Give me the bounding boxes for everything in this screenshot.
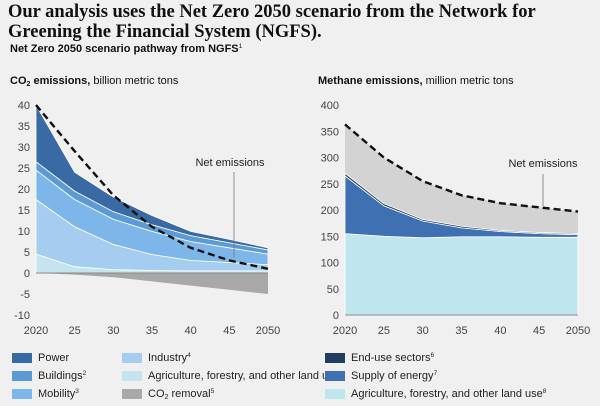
x-tick-label: 30 [417, 325, 429, 337]
y-tick-label: 5 [24, 247, 30, 259]
x-tick-label: 25 [378, 325, 390, 337]
legend-label: Agriculture, forestry, and other land us… [148, 370, 340, 382]
methane-title-unit: million metric tons [422, 75, 514, 87]
y-tick-label: -10 [14, 310, 30, 322]
y-tick-label: 15 [18, 205, 30, 217]
y-tick-label: 150 [321, 231, 339, 243]
y-tick-label: 20 [18, 184, 30, 196]
legend-item-industry: Industry4 [122, 352, 191, 364]
y-tick-label: 250 [321, 179, 339, 191]
area-power [35, 103, 269, 251]
y-tick-label: 400 [321, 100, 339, 112]
legend-label: Supply of energy7 [351, 370, 438, 382]
co2-title-sub: 2 [26, 81, 31, 88]
co2-title-bold-end: emissions, [30, 75, 91, 87]
x-tick-label: 35 [455, 325, 467, 337]
net-emissions-gap-area [345, 124, 578, 234]
y-tick-label: 10 [18, 226, 30, 238]
net-emissions-label: Net emissions [508, 158, 578, 170]
legend-label: Power [38, 352, 70, 364]
y-tick-label: 100 [321, 258, 339, 270]
legend-swatch [12, 371, 32, 381]
y-tick-label: 0 [333, 310, 339, 322]
x-tick-label: 2050 [566, 325, 590, 337]
legend-label: Industry4 [148, 352, 191, 364]
co2-title-bold: CO [10, 75, 27, 87]
subtitle-footnote: 1 [238, 43, 243, 50]
legend-swatch [12, 389, 32, 399]
legend-swatch [325, 371, 345, 381]
y-tick-label: 30 [18, 142, 30, 154]
y-tick-label: -5 [20, 289, 30, 301]
co2-title-unit: billion metric tons [90, 75, 179, 87]
legend-item-buildings: Buildings2 [12, 370, 86, 382]
x-tick-label: 35 [146, 325, 158, 337]
legend-swatch [325, 389, 345, 399]
legend-item-agriculture-forestry-and-other-land-use: Agriculture, forestry, and other land us… [325, 388, 546, 400]
legend-swatch [122, 353, 142, 363]
methane-title-bold: Methane emissions, [318, 75, 423, 87]
co2-chart-title: CO2 emissions, billion metric tons [10, 75, 179, 88]
legend-swatch [12, 353, 32, 363]
legend-label: End-use sectors6 [351, 352, 435, 364]
legend-item-supply-of-energy: Supply of energy7 [325, 370, 437, 382]
x-tick-label: 40 [494, 325, 506, 337]
methane-emissions-chart: 0 50 100 150 200 250 300 350 400 2020 25 30 35 40 45 20… [321, 100, 591, 337]
legend-item-power: Power [12, 352, 69, 364]
methane-legend: End-use sectors6 Supply of energy7 Agricul… [325, 352, 600, 406]
legend-swatch [122, 371, 142, 381]
legend-item-agriculture-forestry-and-other-land-use: Agriculture, forestry, and other land us… [122, 370, 340, 382]
subtitle: Net Zero 2050 scenario pathway from NGFS… [10, 43, 242, 55]
x-tick-label: 40 [185, 325, 197, 337]
x-tick-label: 2050 [256, 325, 280, 337]
x-tick-label: 2020 [333, 325, 357, 337]
x-tick-label: 25 [69, 325, 81, 337]
headline: Our analysis uses the Net Zero 2050 scen… [8, 2, 536, 42]
legend-swatch [122, 389, 142, 399]
legend-label: Buildings2 [38, 370, 87, 382]
net-emissions-label: Net emissions [195, 157, 265, 169]
methane-chart-title: Methane emissions, million metric tons [318, 75, 514, 87]
y-tick-label: 200 [321, 205, 339, 217]
legend-swatch [325, 353, 345, 363]
y-tick-label: 40 [18, 100, 30, 112]
y-tick-label: 35 [18, 121, 30, 133]
y-tick-label: 0 [24, 268, 30, 280]
legend-item-mobility: Mobility3 [12, 388, 79, 400]
co2-legend: Power Buildings2 Mobility3 Industry4 Agricul… [12, 352, 340, 406]
y-tick-label: 25 [18, 163, 30, 175]
area-agriculture-forestry-and-other-land-use [344, 233, 579, 316]
x-tick-label: 45 [223, 325, 235, 337]
x-tick-label: 2020 [24, 325, 48, 337]
legend-item-end-use-sectors: End-use sectors6 [325, 352, 434, 364]
y-tick-label: 50 [327, 284, 339, 296]
legend-label: Mobility3 [38, 388, 79, 400]
subtitle-text: Net Zero 2050 scenario pathway from NGFS [10, 43, 239, 55]
y-tick-label: 350 [321, 126, 339, 138]
area-end-use-sectors [344, 172, 579, 236]
legend-label: CO2 removal5 [148, 388, 215, 401]
x-tick-label: 30 [107, 325, 119, 337]
co2-emissions-chart: -10 -5 0 5 10 15 20 25 30 35 40 2020 25 30 35 40 45 2050 N… [14, 100, 280, 337]
legend-item-co-removal: CO2 removal5 [122, 388, 215, 401]
area-co2-removal [36, 273, 268, 294]
net-emissions-line [35, 104, 269, 270]
y-tick-label: 300 [321, 153, 339, 165]
legend-label: Agriculture, forestry, and other land us… [351, 388, 547, 400]
x-tick-label: 45 [533, 325, 545, 337]
net-emissions-line [344, 123, 579, 213]
